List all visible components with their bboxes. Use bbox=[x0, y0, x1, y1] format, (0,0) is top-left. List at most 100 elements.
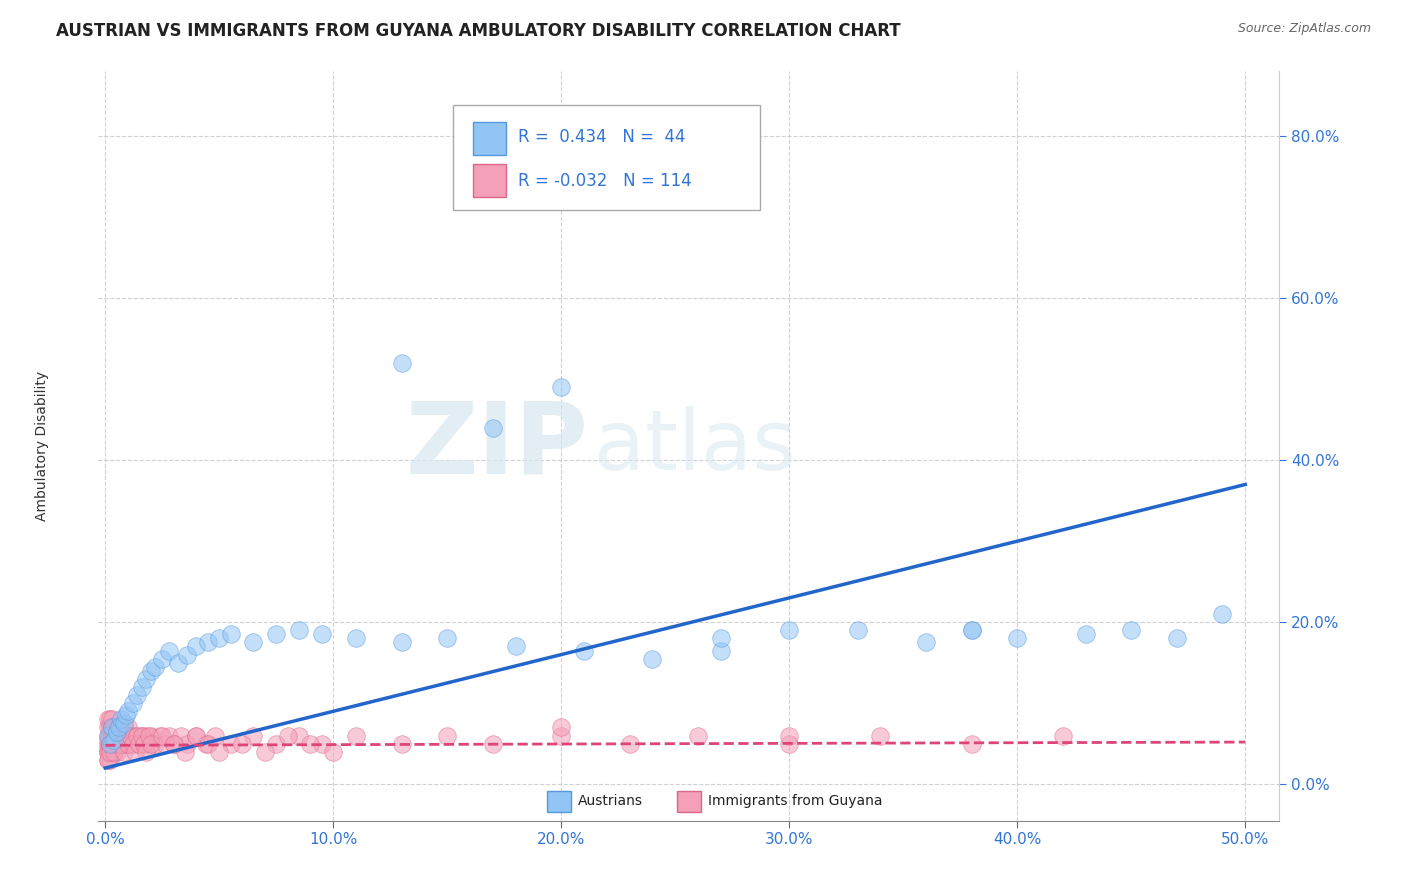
Point bbox=[135, 672, 157, 686]
Point bbox=[150, 729, 173, 743]
Point bbox=[128, 737, 150, 751]
Point bbox=[120, 737, 142, 751]
Point bbox=[778, 624, 800, 638]
Point bbox=[960, 737, 983, 751]
Point bbox=[1007, 632, 1029, 646]
Point bbox=[101, 721, 124, 735]
Point bbox=[208, 745, 231, 759]
Point bbox=[132, 737, 155, 751]
Text: Ambulatory Disability: Ambulatory Disability bbox=[35, 371, 49, 521]
Point bbox=[132, 737, 155, 751]
Point bbox=[110, 737, 132, 751]
Point bbox=[1211, 607, 1233, 621]
Point bbox=[219, 627, 242, 641]
Point bbox=[436, 632, 458, 646]
Point bbox=[114, 737, 136, 751]
Point bbox=[112, 721, 135, 735]
Point bbox=[98, 745, 121, 759]
Point bbox=[846, 624, 869, 638]
Point bbox=[135, 729, 157, 743]
Point bbox=[311, 737, 333, 751]
Point bbox=[153, 737, 176, 751]
Point bbox=[103, 732, 125, 747]
Point bbox=[108, 721, 131, 735]
Point bbox=[128, 737, 150, 751]
Point bbox=[112, 745, 135, 759]
Point bbox=[121, 729, 143, 743]
Point bbox=[550, 729, 572, 743]
Point bbox=[103, 729, 125, 743]
Point bbox=[194, 737, 217, 751]
Text: Source: ZipAtlas.com: Source: ZipAtlas.com bbox=[1237, 22, 1371, 36]
Point bbox=[391, 737, 413, 751]
Point bbox=[98, 737, 121, 751]
Point bbox=[98, 753, 121, 767]
Point bbox=[197, 635, 219, 649]
Point bbox=[322, 745, 344, 759]
Point bbox=[186, 729, 208, 743]
Point bbox=[131, 729, 153, 743]
Point bbox=[103, 737, 125, 751]
Point bbox=[96, 737, 118, 751]
Point bbox=[103, 745, 125, 759]
Point bbox=[127, 729, 149, 743]
Point bbox=[127, 729, 149, 743]
Point bbox=[103, 721, 125, 735]
Point bbox=[98, 740, 121, 755]
Point bbox=[98, 737, 121, 751]
Point bbox=[686, 729, 709, 743]
Point bbox=[131, 680, 153, 694]
Point bbox=[117, 704, 139, 718]
Point bbox=[204, 729, 226, 743]
Text: atlas: atlas bbox=[595, 406, 796, 486]
Point bbox=[96, 753, 118, 767]
Point bbox=[157, 729, 180, 743]
Point bbox=[127, 688, 149, 702]
Point bbox=[186, 729, 208, 743]
Point bbox=[139, 737, 162, 751]
Point bbox=[98, 712, 121, 726]
Point bbox=[101, 737, 124, 751]
Point bbox=[124, 737, 146, 751]
Point bbox=[105, 745, 128, 759]
Point bbox=[110, 737, 132, 751]
Point bbox=[96, 712, 118, 726]
Text: R =  0.434   N =  44: R = 0.434 N = 44 bbox=[517, 128, 685, 146]
Point bbox=[436, 729, 458, 743]
Point bbox=[186, 640, 208, 654]
Point bbox=[778, 737, 800, 751]
Point bbox=[641, 651, 664, 665]
Point bbox=[96, 740, 118, 755]
Point bbox=[149, 729, 172, 743]
Point bbox=[482, 737, 505, 751]
Point bbox=[197, 737, 219, 751]
Point bbox=[960, 624, 983, 638]
Point bbox=[145, 737, 167, 751]
Point bbox=[145, 659, 167, 673]
Point bbox=[619, 737, 641, 751]
Text: Immigrants from Guyana: Immigrants from Guyana bbox=[707, 794, 883, 808]
Point bbox=[110, 729, 132, 743]
Point bbox=[110, 721, 132, 735]
Point bbox=[98, 729, 121, 743]
Point bbox=[264, 627, 287, 641]
Point bbox=[219, 737, 242, 751]
Point bbox=[98, 745, 121, 759]
Point bbox=[482, 421, 505, 435]
Point bbox=[112, 716, 135, 731]
Point bbox=[344, 632, 367, 646]
Point bbox=[1052, 729, 1074, 743]
Point bbox=[264, 737, 287, 751]
Point bbox=[176, 648, 198, 662]
Point bbox=[108, 729, 131, 743]
Point bbox=[105, 721, 128, 735]
Point bbox=[101, 721, 124, 735]
Point bbox=[101, 745, 124, 759]
Point bbox=[710, 632, 733, 646]
Point bbox=[1166, 632, 1188, 646]
Point bbox=[101, 729, 124, 743]
Point bbox=[96, 745, 118, 759]
Text: AUSTRIAN VS IMMIGRANTS FROM GUYANA AMBULATORY DISABILITY CORRELATION CHART: AUSTRIAN VS IMMIGRANTS FROM GUYANA AMBUL… bbox=[56, 22, 901, 40]
FancyBboxPatch shape bbox=[453, 105, 759, 210]
FancyBboxPatch shape bbox=[547, 790, 571, 812]
